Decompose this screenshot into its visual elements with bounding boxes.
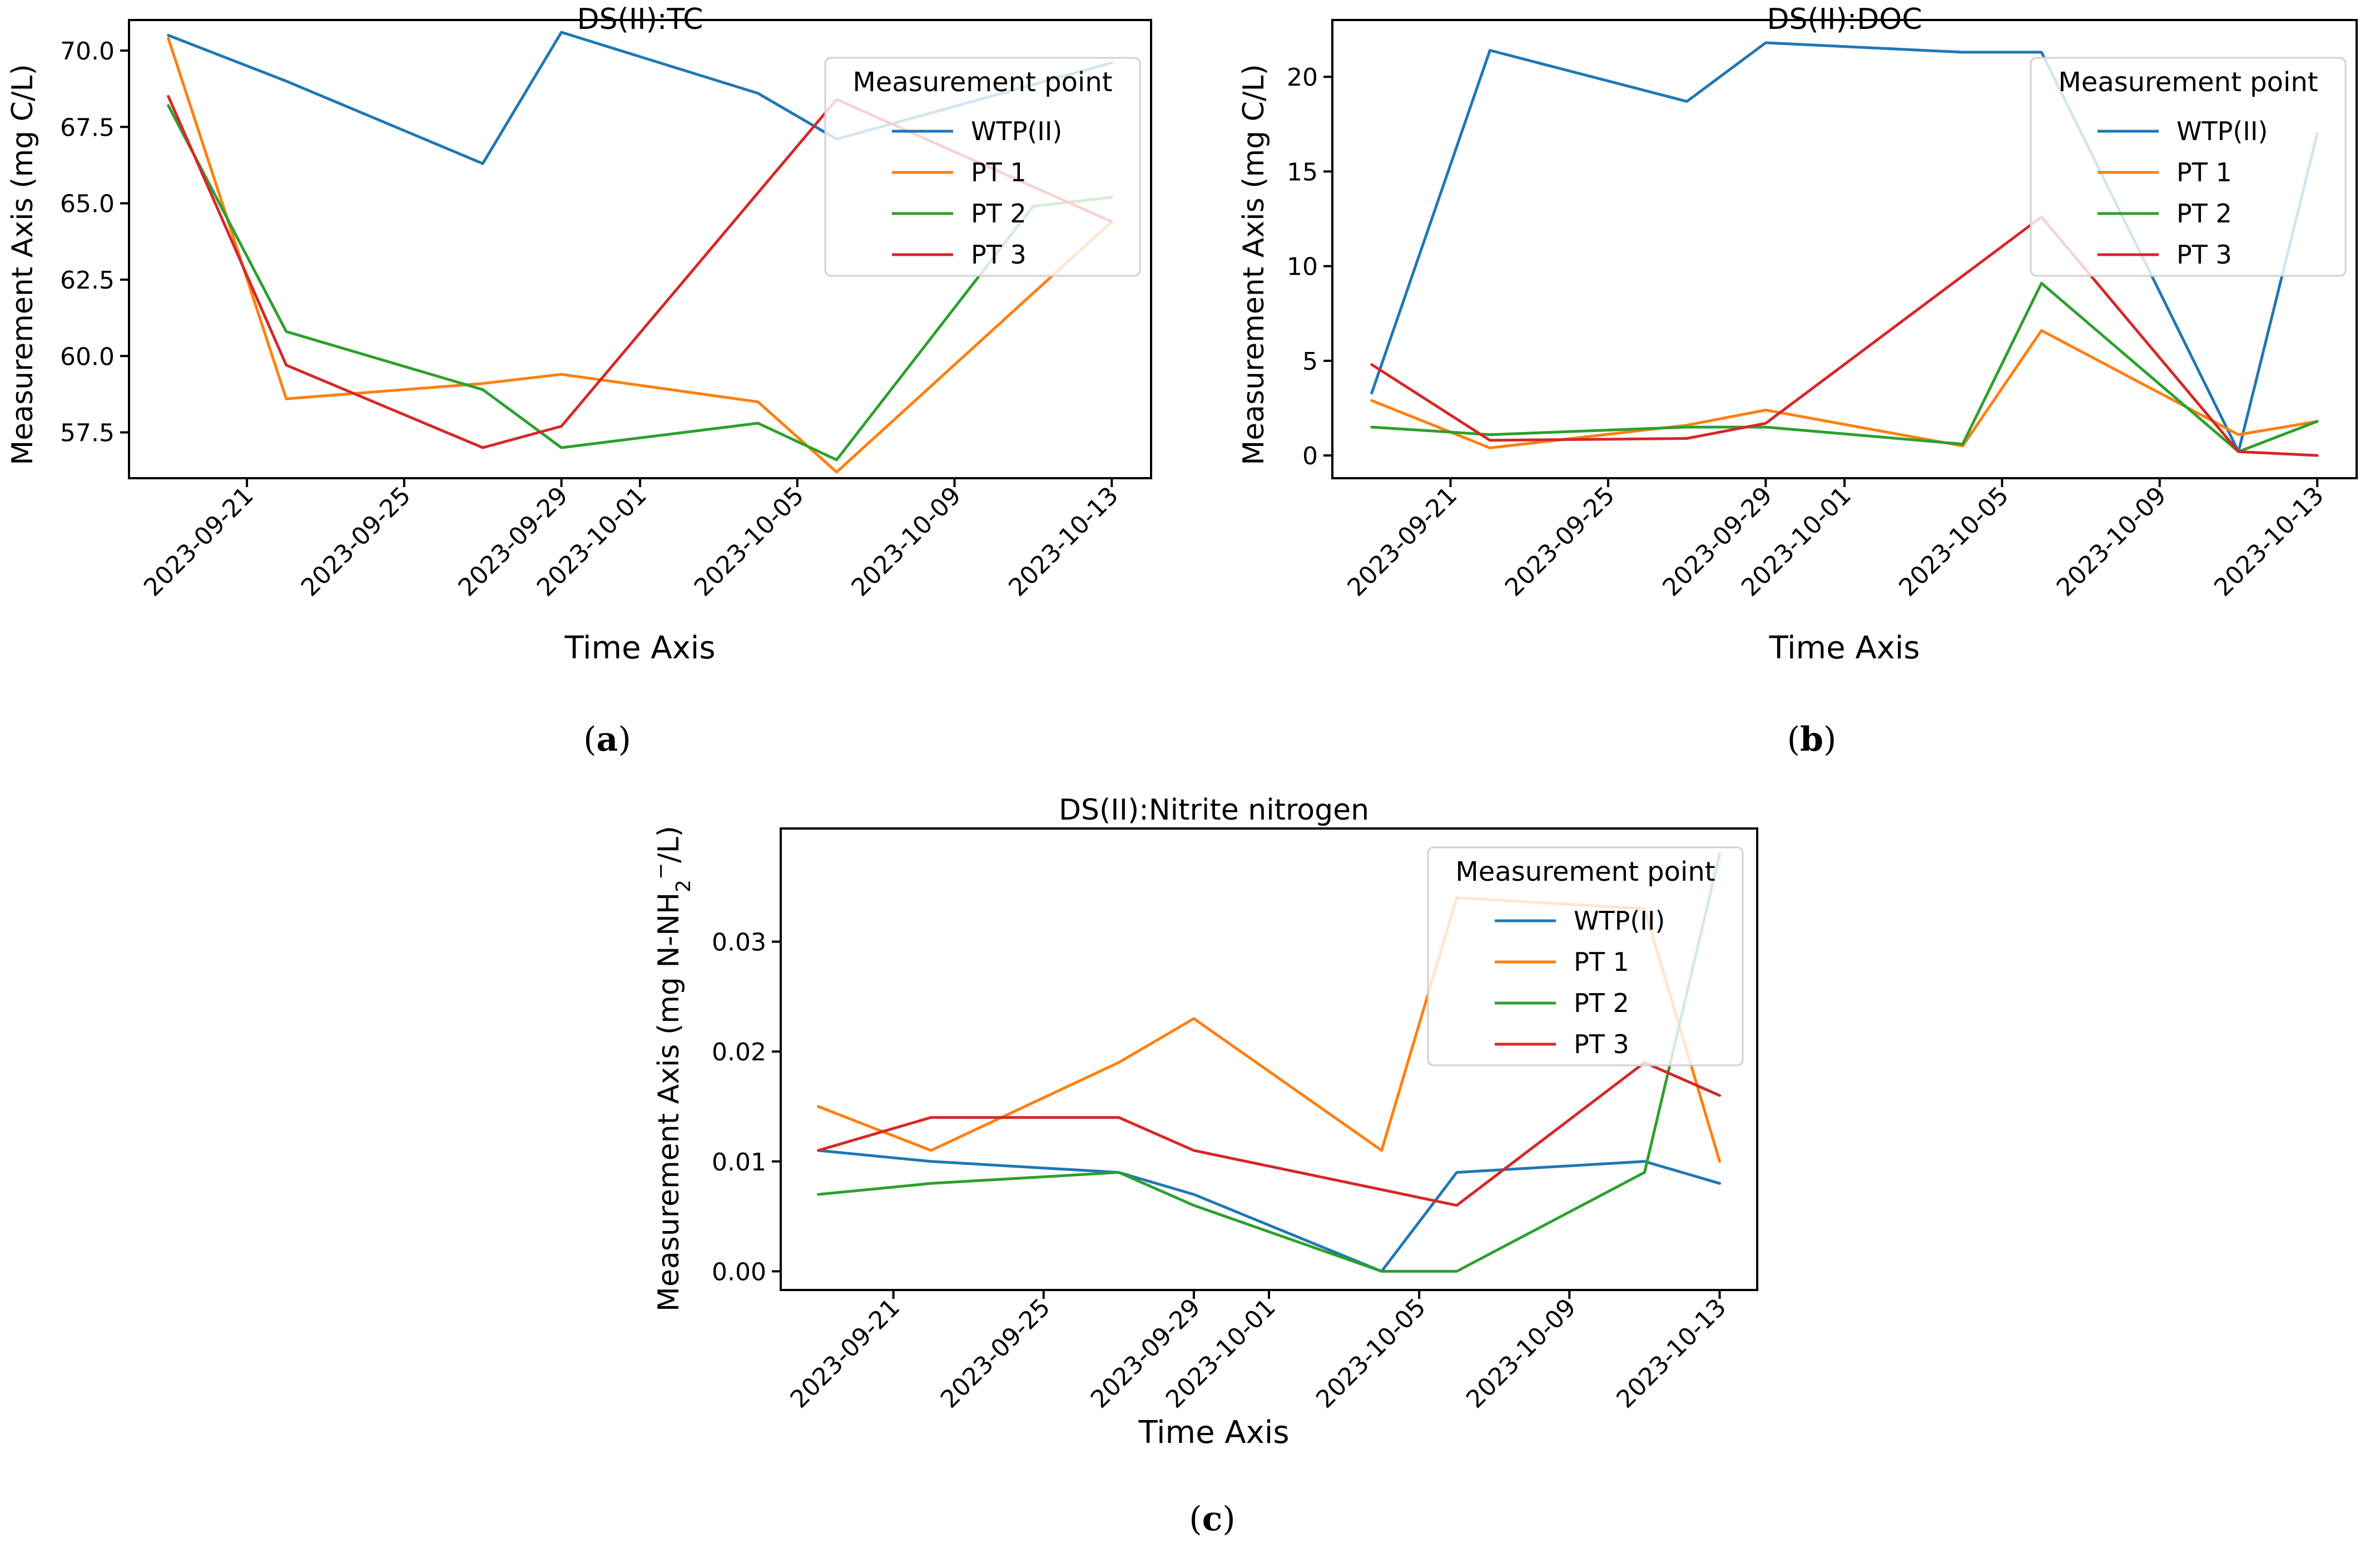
legend: Measurement point WTP(II) PT 1 PT 2 PT 3 <box>824 57 1141 277</box>
legend-entry: WTP(II) <box>1574 906 1665 936</box>
legend-entry: PT 1 <box>2176 157 2232 187</box>
y-tick-label: 15 <box>1287 158 1318 186</box>
series-line <box>1370 281 2319 453</box>
legend-title: Measurement point <box>852 67 1112 98</box>
y-tick-label: 60.0 <box>60 343 115 371</box>
legend-entry: PT 1 <box>971 157 1027 187</box>
legend: Measurement point WTP(II) PT 1 PT 2 PT 3 <box>1427 846 1744 1066</box>
panel-label: (b) <box>1787 720 1837 759</box>
legend-entry: PT 3 <box>2176 240 2232 270</box>
y-tick-label: 5 <box>1302 348 1318 376</box>
x-axis-label: Time Axis <box>1768 630 1920 666</box>
legend-entry: PT 2 <box>1574 988 1629 1018</box>
x-axis-label: Time Axis <box>1138 1415 1289 1451</box>
y-tick-label: 0 <box>1302 442 1318 470</box>
y-axis-label: Measurement Axis (mg C/L) <box>6 64 39 465</box>
y-tick-label: 20 <box>1287 63 1318 92</box>
legend-entry: WTP(II) <box>2176 116 2268 146</box>
legend-entry: WTP(II) <box>971 116 1062 146</box>
legend-entry: PT 2 <box>971 199 1027 229</box>
legend-box <box>2030 57 2347 277</box>
series-line <box>1370 329 2319 449</box>
y-tick-label: 67.5 <box>60 113 115 142</box>
legend-box <box>1427 846 1744 1066</box>
y-tick-label: 0.02 <box>712 1038 766 1066</box>
legend-entry: PT 2 <box>2176 199 2232 229</box>
y-tick-label: 0.03 <box>712 929 766 957</box>
series-line <box>817 1149 1721 1273</box>
legend-entry: PT 3 <box>971 240 1027 270</box>
legend-entry: PT 1 <box>1574 947 1629 977</box>
y-axis-label: Measurement Axis (mg C/L) <box>1237 64 1271 465</box>
legend-entry: PT 3 <box>1574 1029 1629 1059</box>
y-axis-label: Measurement Axis (mg N-NH2−/L) <box>649 826 695 1312</box>
y-tick-label: 65.0 <box>60 190 115 219</box>
y-tick-label: 62.5 <box>60 266 115 295</box>
legend-box <box>824 57 1141 277</box>
x-axis-label: Time Axis <box>564 630 715 666</box>
y-tick-label: 0.01 <box>712 1148 766 1177</box>
series-line <box>817 852 1721 1273</box>
series-line <box>1370 41 2319 453</box>
panel-label: (c) <box>1189 1500 1235 1539</box>
y-tick-label: 57.5 <box>60 419 115 448</box>
legend-title: Measurement point <box>1455 856 1715 887</box>
legend: Measurement point WTP(II) PT 1 PT 2 PT 3 <box>2030 57 2347 277</box>
y-tick-label: 0.00 <box>712 1258 766 1286</box>
series-line <box>1370 215 2319 457</box>
y-tick-label: 70.0 <box>60 37 115 66</box>
panel-label: (a) <box>583 720 631 759</box>
legend-title: Measurement point <box>2058 67 2318 98</box>
y-tick-label: 10 <box>1287 253 1318 281</box>
chart-title: DS(II):Nitrite nitrogen <box>1059 793 1369 827</box>
series-line <box>167 37 1113 474</box>
